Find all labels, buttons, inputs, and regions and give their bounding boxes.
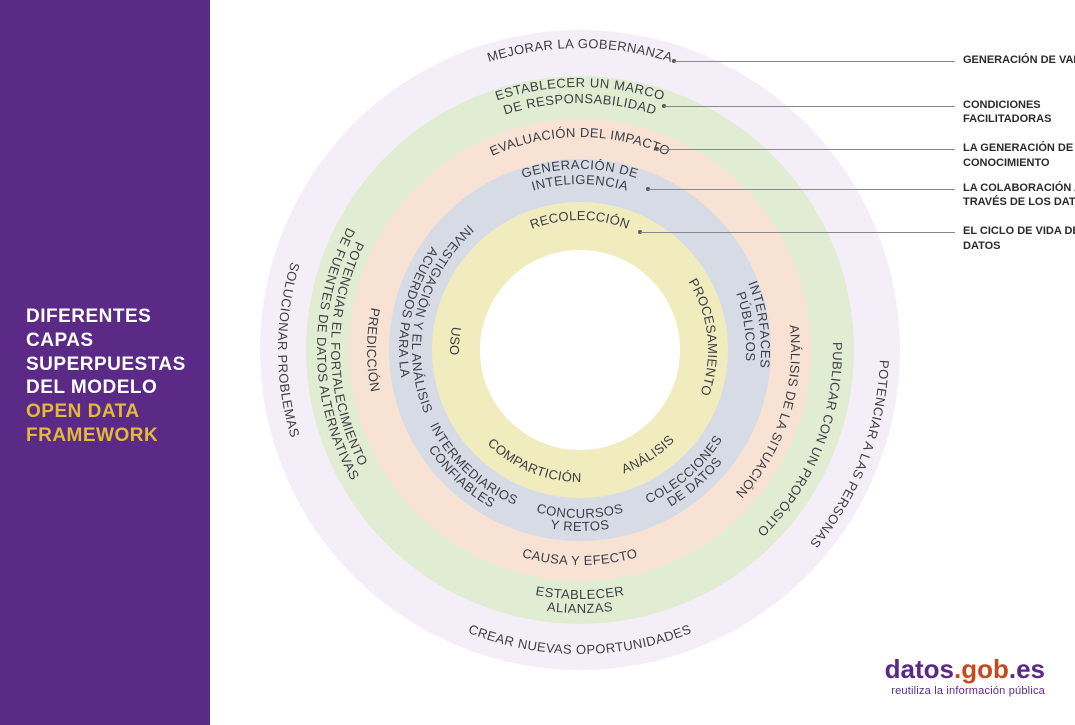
sidebar: DIFERENTES CAPAS SUPERPUESTAS DEL MODELO…: [0, 0, 210, 725]
legend-label-4: EL CICLO DE VIDA DE LOS DATOS: [963, 224, 1075, 253]
svg-text:SOLUCIONAR PROBLEMAS: SOLUCIONAR PROBLEMAS: [275, 261, 303, 440]
svg-text:CREAR NUEVAS OPORTUNIDADES: CREAR NUEVAS OPORTUNIDADES: [467, 621, 694, 657]
svg-text:CONCURSOS: CONCURSOS: [535, 501, 625, 521]
legend-label-2: LA GENERACIÓN DE CONOCIMIENTO: [963, 141, 1075, 170]
logo-tagline: reutiliza la información pública: [885, 685, 1045, 697]
svg-text:USO: USO: [447, 326, 464, 356]
svg-text:MEJORAR LA GOBERNANZA: MEJORAR LA GOBERNANZA: [485, 36, 674, 65]
legend-label-3: LA COLABORACIÓN A TRAVÉS DE LOS DATOS: [963, 181, 1075, 210]
svg-text:EVALUACIÓN DEL IMPACTO: EVALUACIÓN DEL IMPACTO: [487, 125, 672, 159]
legend-line-1: [664, 106, 955, 107]
logo-b: .gob: [954, 654, 1009, 684]
logo-a: datos: [885, 654, 954, 684]
legend-label-1: CONDICIONES FACILITADORAS: [963, 98, 1075, 127]
legend-line-0: [674, 61, 955, 62]
legend-line-2: [657, 149, 955, 150]
title-block: DIFERENTES CAPAS SUPERPUESTAS DEL MODELO…: [26, 305, 196, 448]
logo-c: .es: [1009, 654, 1045, 684]
legend-label-0: GENERACIÓN DE VALOR: [963, 53, 1075, 67]
legend-line-4: [640, 232, 955, 233]
svg-text:ANÁLISIS: ANÁLISIS: [619, 432, 677, 477]
brand-logo: datos.gob.es reutiliza la información pú…: [885, 654, 1045, 697]
svg-text:ALIANZAS: ALIANZAS: [546, 599, 613, 616]
legend-line-3: [648, 189, 955, 190]
svg-text:INVESTIGACIÓN Y EL ANÁLISIS: INVESTIGACIÓN Y EL ANÁLISIS: [409, 222, 477, 415]
svg-text:RECOLECCIÓN: RECOLECCIÓN: [528, 208, 632, 232]
svg-text:PROCESAMIENTO: PROCESAMIENTO: [686, 276, 720, 398]
title-line-b: OPEN DATA FRAMEWORK: [26, 401, 158, 446]
arc-labels-svg: MEJORAR LA GOBERNANZAPOTENCIAR A LAS PER…: [260, 30, 900, 670]
title-line-a: DIFERENTES CAPAS SUPERPUESTAS DEL MODELO: [26, 306, 186, 398]
svg-text:Y RETOS: Y RETOS: [550, 517, 611, 534]
svg-text:COMPARTICIÓN: COMPARTICIÓN: [485, 435, 582, 485]
svg-text:PREDICCIÓN: PREDICCIÓN: [364, 307, 383, 394]
svg-text:CAUSA Y EFECTO: CAUSA Y EFECTO: [521, 545, 639, 568]
onion-diagram: MEJORAR LA GOBERNANZAPOTENCIAR A LAS PER…: [260, 30, 900, 670]
